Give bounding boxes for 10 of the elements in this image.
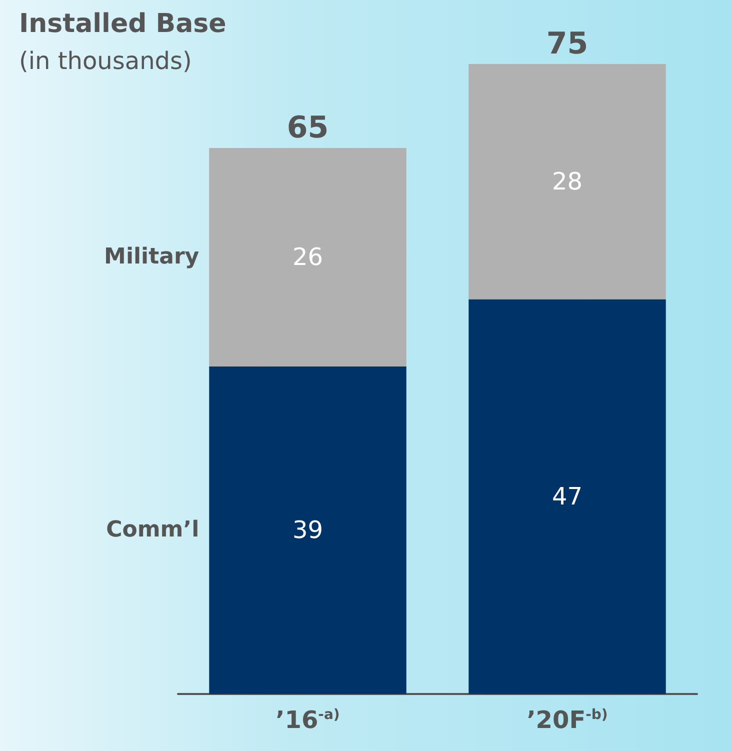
chart-title: Installed Base bbox=[19, 9, 226, 39]
chart-subtitle: (in thousands) bbox=[19, 47, 192, 75]
data-label: 28 bbox=[552, 168, 583, 196]
series-label: Comm’l bbox=[106, 518, 200, 543]
total-label: 75 bbox=[546, 26, 588, 62]
total-label: 65 bbox=[286, 110, 329, 146]
series-label: Military bbox=[104, 244, 200, 270]
data-label: 47 bbox=[552, 482, 583, 511]
data-label: 26 bbox=[292, 243, 324, 272]
data-label: 39 bbox=[292, 516, 324, 544]
